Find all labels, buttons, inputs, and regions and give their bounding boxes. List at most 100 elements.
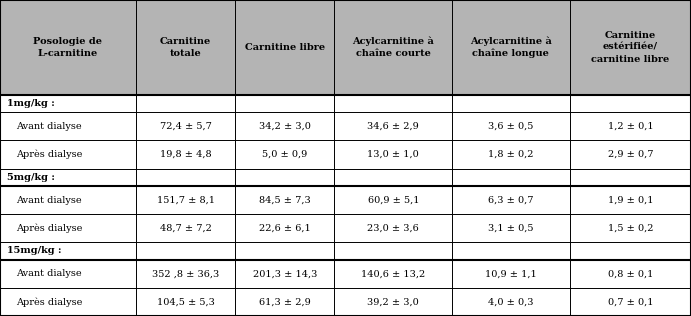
Text: 104,5 ± 5,3: 104,5 ± 5,3: [157, 297, 214, 307]
Text: 19,8 ± 4,8: 19,8 ± 4,8: [160, 150, 211, 159]
Text: Carnitine libre: Carnitine libre: [245, 43, 325, 52]
Bar: [0, 242, 136, 260]
Text: 61,3 ± 2,9: 61,3 ± 2,9: [259, 297, 311, 307]
Bar: [452, 186, 569, 214]
Bar: [452, 214, 569, 242]
Bar: [569, 112, 691, 140]
Bar: [235, 95, 334, 112]
Text: 1,2 ± 0,1: 1,2 ± 0,1: [607, 122, 653, 131]
Bar: [452, 0, 569, 95]
Bar: [0, 168, 136, 186]
Bar: [0, 0, 136, 95]
Bar: [334, 288, 452, 316]
Text: 2,9 ± 0,7: 2,9 ± 0,7: [607, 150, 653, 159]
Text: 151,7 ± 8,1: 151,7 ± 8,1: [157, 196, 215, 204]
Text: 5mg/kg :: 5mg/kg :: [7, 173, 55, 182]
Text: 1mg/kg :: 1mg/kg :: [7, 99, 55, 108]
Bar: [235, 112, 334, 140]
Bar: [452, 140, 569, 168]
Bar: [0, 288, 136, 316]
Text: 22,6 ± 6,1: 22,6 ± 6,1: [259, 224, 311, 233]
Bar: [235, 168, 334, 186]
Text: 39,2 ± 3,0: 39,2 ± 3,0: [368, 297, 419, 307]
Bar: [334, 186, 452, 214]
Bar: [235, 260, 334, 288]
Text: 352 ,8 ± 36,3: 352 ,8 ± 36,3: [152, 269, 219, 278]
Bar: [569, 168, 691, 186]
Bar: [136, 168, 235, 186]
Text: 72,4 ± 5,7: 72,4 ± 5,7: [160, 122, 211, 131]
Text: 34,6 ± 2,9: 34,6 ± 2,9: [368, 122, 419, 131]
Text: Après dialyse: Après dialyse: [17, 223, 83, 233]
Bar: [0, 140, 136, 168]
Text: 48,7 ± 7,2: 48,7 ± 7,2: [160, 224, 211, 233]
Bar: [334, 95, 452, 112]
Text: 201,3 ± 14,3: 201,3 ± 14,3: [253, 269, 317, 278]
Text: 34,2 ± 3,0: 34,2 ± 3,0: [259, 122, 311, 131]
Bar: [569, 260, 691, 288]
Bar: [452, 260, 569, 288]
Text: 15mg/kg :: 15mg/kg :: [7, 246, 61, 255]
Bar: [136, 0, 235, 95]
Bar: [136, 288, 235, 316]
Bar: [569, 242, 691, 260]
Bar: [569, 140, 691, 168]
Bar: [452, 112, 569, 140]
Text: Carnitine
estérifiée/
carnitine libre: Carnitine estérifiée/ carnitine libre: [591, 31, 670, 64]
Text: 0,8 ± 0,1: 0,8 ± 0,1: [607, 269, 653, 278]
Text: 5,0 ± 0,9: 5,0 ± 0,9: [262, 150, 307, 159]
Bar: [235, 214, 334, 242]
Text: 3,1 ± 0,5: 3,1 ± 0,5: [488, 224, 533, 233]
Bar: [334, 214, 452, 242]
Bar: [0, 260, 136, 288]
Bar: [452, 168, 569, 186]
Text: 140,6 ± 13,2: 140,6 ± 13,2: [361, 269, 426, 278]
Bar: [334, 112, 452, 140]
Text: 60,9 ± 5,1: 60,9 ± 5,1: [368, 196, 419, 204]
Bar: [569, 214, 691, 242]
Text: Acylcarnitine à
chaîne courte: Acylcarnitine à chaîne courte: [352, 37, 434, 58]
Bar: [136, 186, 235, 214]
Bar: [334, 168, 452, 186]
Text: 6,3 ± 0,7: 6,3 ± 0,7: [488, 196, 533, 204]
Bar: [235, 140, 334, 168]
Bar: [334, 0, 452, 95]
Bar: [0, 112, 136, 140]
Text: Après dialyse: Après dialyse: [17, 297, 83, 307]
Bar: [136, 214, 235, 242]
Text: Acylcarnitine à
chaîne longue: Acylcarnitine à chaîne longue: [470, 36, 552, 58]
Bar: [136, 140, 235, 168]
Bar: [569, 288, 691, 316]
Text: Carnitine
totale: Carnitine totale: [160, 37, 211, 58]
Bar: [569, 95, 691, 112]
Bar: [235, 242, 334, 260]
Bar: [569, 0, 691, 95]
Text: 3,6 ± 0,5: 3,6 ± 0,5: [489, 122, 533, 131]
Text: 10,9 ± 1,1: 10,9 ± 1,1: [485, 269, 537, 278]
Bar: [0, 186, 136, 214]
Text: 23,0 ± 3,6: 23,0 ± 3,6: [368, 224, 419, 233]
Text: Avant dialyse: Avant dialyse: [17, 122, 82, 131]
Bar: [136, 112, 235, 140]
Text: 84,5 ± 7,3: 84,5 ± 7,3: [259, 196, 311, 204]
Bar: [334, 260, 452, 288]
Text: Posologie de
L-carnitine: Posologie de L-carnitine: [33, 37, 102, 58]
Bar: [452, 95, 569, 112]
Text: 1,8 ± 0,2: 1,8 ± 0,2: [488, 150, 533, 159]
Bar: [136, 95, 235, 112]
Bar: [452, 288, 569, 316]
Bar: [0, 95, 136, 112]
Bar: [452, 242, 569, 260]
Text: 1,5 ± 0,2: 1,5 ± 0,2: [607, 224, 653, 233]
Text: 13,0 ± 1,0: 13,0 ± 1,0: [368, 150, 419, 159]
Bar: [235, 0, 334, 95]
Bar: [334, 242, 452, 260]
Text: Avant dialyse: Avant dialyse: [17, 196, 82, 204]
Text: Après dialyse: Après dialyse: [17, 150, 83, 159]
Bar: [569, 186, 691, 214]
Bar: [334, 140, 452, 168]
Bar: [0, 214, 136, 242]
Bar: [136, 260, 235, 288]
Bar: [235, 186, 334, 214]
Bar: [235, 288, 334, 316]
